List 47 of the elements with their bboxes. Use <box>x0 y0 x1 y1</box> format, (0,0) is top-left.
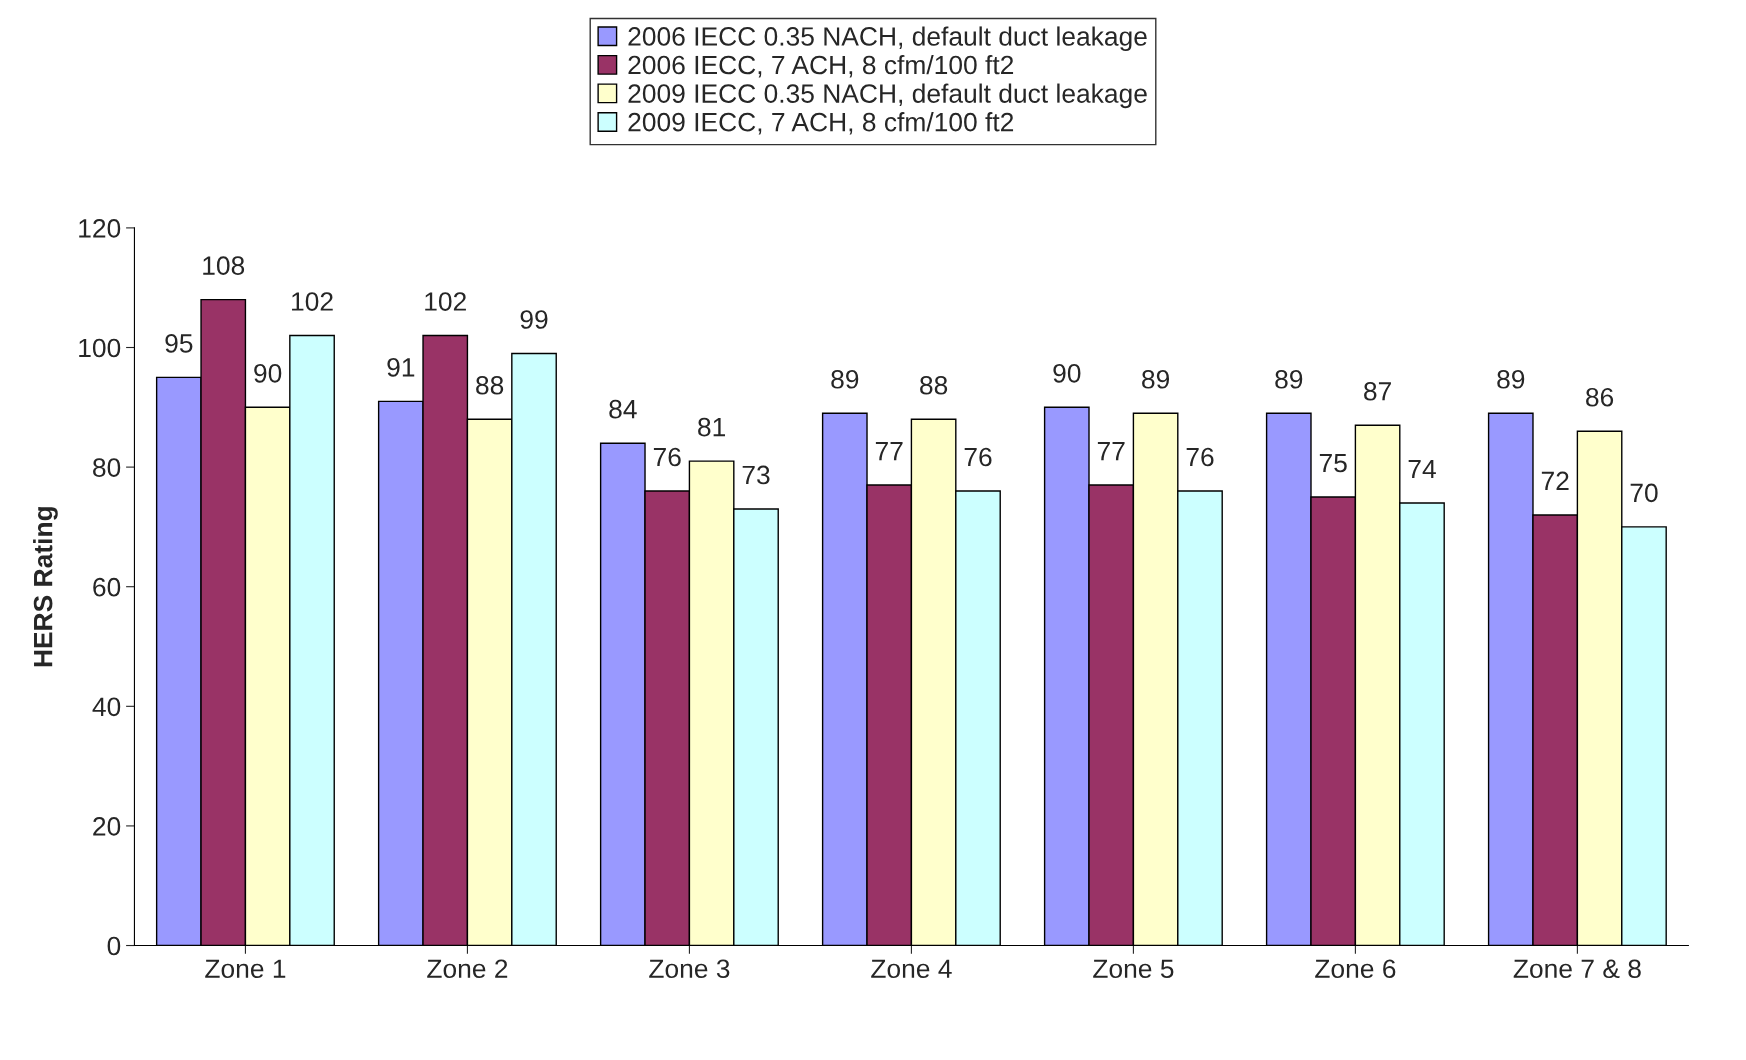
data-label: 70 <box>1630 483 1658 503</box>
data-label: 89 <box>1275 369 1303 389</box>
data-label: 89 <box>1497 369 1525 389</box>
x-tick-label: Zone 1 <box>205 959 286 979</box>
data-label: 81 <box>698 417 726 437</box>
data-label: 91 <box>387 357 415 377</box>
legend-label: 2009 IECC, 7 ACH, 8 cfm/100 ft2 <box>628 112 1014 135</box>
y-tick-label: 100 <box>79 338 121 358</box>
data-label: 90 <box>254 363 282 383</box>
x-tick-label: Zone 3 <box>649 959 730 979</box>
data-label: 89 <box>831 369 859 389</box>
data-label: 99 <box>520 310 548 329</box>
legend-label: 2006 IECC, 7 ACH, 8 cfm/100 ft2 <box>628 54 1014 78</box>
x-tick-label: Zone 4 <box>871 959 952 979</box>
x-tick-label: Zone 2 <box>427 959 508 979</box>
data-label: 89 <box>1142 369 1170 389</box>
data-label: 74 <box>1408 459 1436 479</box>
data-label: 73 <box>742 465 770 485</box>
data-label: 84 <box>609 399 637 419</box>
data-label: 102 <box>292 292 333 311</box>
y-tick-label: 0 <box>107 936 121 956</box>
y-tick-label: 40 <box>92 697 121 717</box>
x-tick-label: Zone 7 & 8 <box>1513 959 1641 979</box>
data-label: 86 <box>1586 387 1614 407</box>
y-tick-label: 60 <box>93 577 121 597</box>
data-label: 76 <box>653 447 681 467</box>
x-tick-label: Zone 5 <box>1093 959 1174 979</box>
legend-label: 2006 IECC 0.35 NACH, default duct leakage <box>628 26 1147 52</box>
data-label: 108 <box>203 256 245 275</box>
data-label: 90 <box>1053 363 1081 383</box>
data-label: 72 <box>1541 471 1569 491</box>
data-label: 88 <box>920 375 948 395</box>
data-label: 88 <box>476 375 504 395</box>
y-tick-label: 20 <box>93 817 121 836</box>
data-label: 77 <box>875 441 903 461</box>
data-label: 95 <box>165 334 193 353</box>
data-label: 76 <box>1186 447 1214 467</box>
data-label: 75 <box>1319 453 1347 473</box>
y-tick-label: 120 <box>79 219 121 238</box>
data-label: 77 <box>1097 441 1125 461</box>
y-axis-title: HERS Rating <box>33 507 58 667</box>
legend-label: 2009 IECC 0.35 NACH, default duct leakage <box>628 83 1147 109</box>
data-label: 76 <box>964 447 992 467</box>
data-label: 87 <box>1364 381 1391 401</box>
y-tick-label: 80 <box>93 458 121 477</box>
x-tick-label: Zone 6 <box>1315 959 1396 979</box>
data-label: 102 <box>425 292 466 311</box>
